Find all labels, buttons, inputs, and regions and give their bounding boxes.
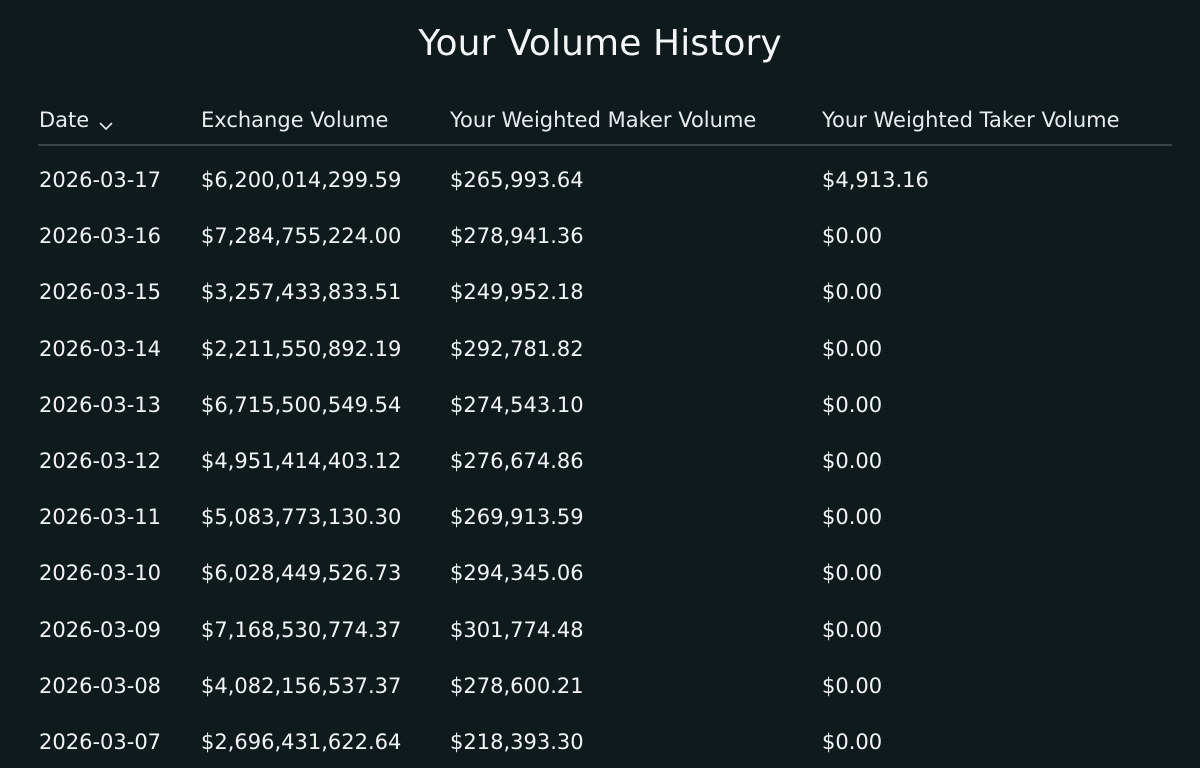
taker-volume-cell: $0.00 bbox=[822, 505, 883, 530]
date-cell: 2026-03-15 bbox=[39, 280, 162, 305]
taker-volume-cell: $0.00 bbox=[822, 673, 883, 698]
maker-volume-cell: $249,952.18 bbox=[450, 280, 584, 305]
date-cell: 2026-03-12 bbox=[39, 448, 162, 473]
maker-volume-cell: $218,393.30 bbox=[450, 729, 584, 754]
taker-volume-cell: $0.00 bbox=[822, 336, 883, 361]
maker-volume-cell: $294,345.06 bbox=[450, 561, 584, 586]
date-cell: 2026-03-10 bbox=[39, 561, 162, 586]
table-row: 2026-03-13 $6,715,500,549.54 $274,543.10 $0… bbox=[38, 379, 1172, 435]
table-row: 2026-03-10 $6,028,449,526.73 $294,345.06 $0… bbox=[38, 547, 1172, 603]
maker-volume-cell: $278,941.36 bbox=[450, 224, 584, 249]
table-row: 2026-03-12 $4,951,414,403.12 $276,674.86 $0… bbox=[38, 435, 1172, 491]
maker-volume-cell: $301,774.48 bbox=[450, 617, 584, 642]
date-cell: 2026-03-13 bbox=[39, 392, 162, 417]
page-title: Your Volume History bbox=[418, 23, 782, 64]
maker-volume-cell: $278,600.21 bbox=[450, 673, 584, 698]
table-row: 2026-03-14 $2,211,550,892.19 $292,781.82 $0… bbox=[38, 323, 1172, 379]
exchange-volume-cell: $3,257,433,833.51 bbox=[201, 280, 402, 305]
taker-volume-cell: $0.00 bbox=[822, 617, 883, 642]
taker-volume-cell: $0.00 bbox=[822, 392, 883, 417]
table-row: 2026-03-07 $2,696,431,622.64 $218,393.30 $0… bbox=[38, 716, 1172, 768]
table-row: 2026-03-09 $7,168,530,774.37 $301,774.48 $0… bbox=[38, 604, 1172, 660]
date-cell: 2026-03-09 bbox=[39, 617, 162, 642]
date-cell: 2026-03-11 bbox=[39, 505, 162, 530]
taker-volume-column-header: Your Weighted Taker Volume bbox=[822, 108, 1120, 132]
date-cell: 2026-03-17 bbox=[39, 168, 162, 192]
maker-volume-cell: $265,993.64 bbox=[450, 168, 584, 192]
maker-volume-cell: $269,913.59 bbox=[450, 505, 584, 530]
date-sort-button[interactable]: Date bbox=[39, 106, 113, 134]
date-cell: 2026-03-16 bbox=[39, 224, 162, 249]
exchange-volume-cell: $2,696,431,622.64 bbox=[201, 729, 402, 754]
exchange-volume-cell: $2,211,550,892.19 bbox=[201, 336, 402, 361]
taker-volume-cell: $0.00 bbox=[822, 561, 883, 586]
exchange-volume-cell: $4,951,414,403.12 bbox=[201, 448, 402, 473]
date-column-header[interactable]: Date bbox=[39, 106, 113, 134]
exchange-volume-cell: $7,284,755,224.00 bbox=[201, 224, 402, 249]
maker-volume-cell: $292,781.82 bbox=[450, 336, 584, 361]
table-row: 2026-03-11 $5,083,773,130.30 $269,913.59 $0… bbox=[38, 491, 1172, 547]
taker-volume-cell: $0.00 bbox=[822, 448, 883, 473]
volume-history-table: Date Exchange Volume Your Weighted Maker… bbox=[38, 96, 1172, 768]
exchange-volume-cell: $5,083,773,130.30 bbox=[201, 505, 402, 530]
date-cell: 2026-03-08 bbox=[39, 673, 162, 698]
table-row: 2026-03-16 $7,284,755,224.00 $278,941.36 $0… bbox=[38, 210, 1172, 266]
maker-volume-cell: $276,674.86 bbox=[450, 448, 584, 473]
date-cell: 2026-03-07 bbox=[39, 729, 162, 754]
taker-volume-cell: $0.00 bbox=[822, 224, 883, 249]
maker-volume-cell: $274,543.10 bbox=[450, 392, 584, 417]
date-column-label: Date bbox=[39, 108, 90, 132]
taker-volume-cell: $0.00 bbox=[822, 729, 883, 754]
table-header: Date Exchange Volume Your Weighted Maker… bbox=[38, 96, 1172, 146]
chevron-down-icon bbox=[99, 112, 113, 130]
table-row: 2026-03-08 $4,082,156,537.37 $278,600.21 $0… bbox=[38, 660, 1172, 716]
table-body: 2026-03-17 $6,200,014,299.59 $265,993.64 $4… bbox=[38, 154, 1172, 768]
exchange-volume-cell: $6,200,014,299.59 bbox=[201, 168, 402, 192]
taker-volume-cell: $0.00 bbox=[822, 280, 883, 305]
maker-volume-column-header: Your Weighted Maker Volume bbox=[450, 108, 757, 132]
taker-volume-cell: $4,913.16 bbox=[822, 168, 929, 192]
exchange-volume-cell: $7,168,530,774.37 bbox=[201, 617, 402, 642]
table-row: 2026-03-17 $6,200,014,299.59 $265,993.64 $4… bbox=[38, 154, 1172, 210]
date-cell: 2026-03-14 bbox=[39, 336, 162, 361]
table-row: 2026-03-15 $3,257,433,833.51 $249,952.18 $0… bbox=[38, 266, 1172, 322]
exchange-volume-cell: $4,082,156,537.37 bbox=[201, 673, 402, 698]
exchange-volume-cell: $6,028,449,526.73 bbox=[201, 561, 402, 586]
exchange-volume-column-header: Exchange Volume bbox=[201, 108, 389, 132]
exchange-volume-cell: $6,715,500,549.54 bbox=[201, 392, 402, 417]
